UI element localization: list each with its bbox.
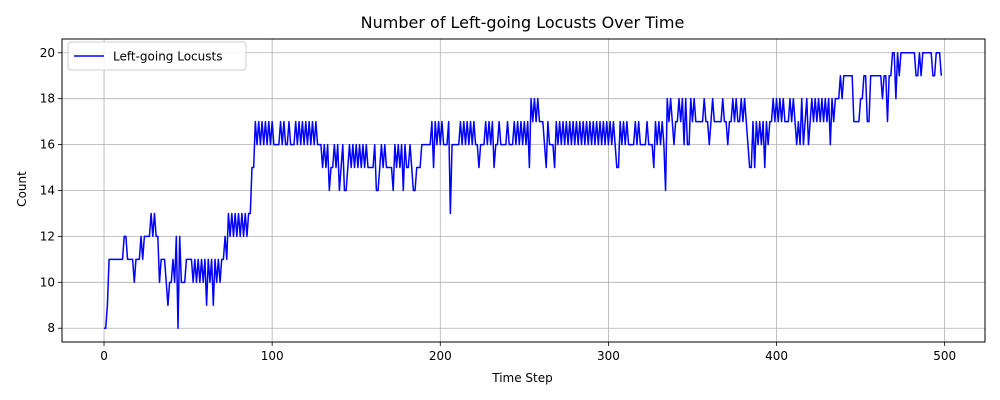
y-tick-label: 20 [40, 46, 55, 60]
y-tick-label: 14 [40, 184, 55, 198]
series-layer [104, 52, 943, 329]
y-tick-label: 10 [40, 275, 55, 289]
x-tick-label: 0 [100, 349, 108, 363]
x-tick-label: 400 [765, 349, 788, 363]
x-tick-label: 100 [261, 349, 284, 363]
legend: Left-going Locusts [67, 41, 247, 71]
y-tick-label: 16 [40, 138, 55, 152]
y-axis-ticks: 8 10 12 14 16 18 20 [40, 46, 62, 335]
y-tick-label: 12 [40, 229, 55, 243]
x-tick-label: 300 [597, 349, 620, 363]
legend-label: Left-going Locusts [113, 50, 222, 64]
y-tick-label: 8 [47, 321, 55, 335]
x-tick-label: 200 [429, 349, 452, 363]
chart-title: Number of Left-going Locusts Over Time [361, 13, 685, 32]
y-axis-label: Count [15, 171, 29, 207]
x-axis-ticks: 0 100 200 300 400 500 [100, 342, 956, 363]
legend-box [67, 41, 247, 71]
x-axis-label: Time Step [491, 371, 553, 385]
y-tick-label: 18 [40, 92, 55, 106]
x-tick-label: 500 [933, 349, 956, 363]
series-line-left-going-locusts [104, 52, 943, 329]
